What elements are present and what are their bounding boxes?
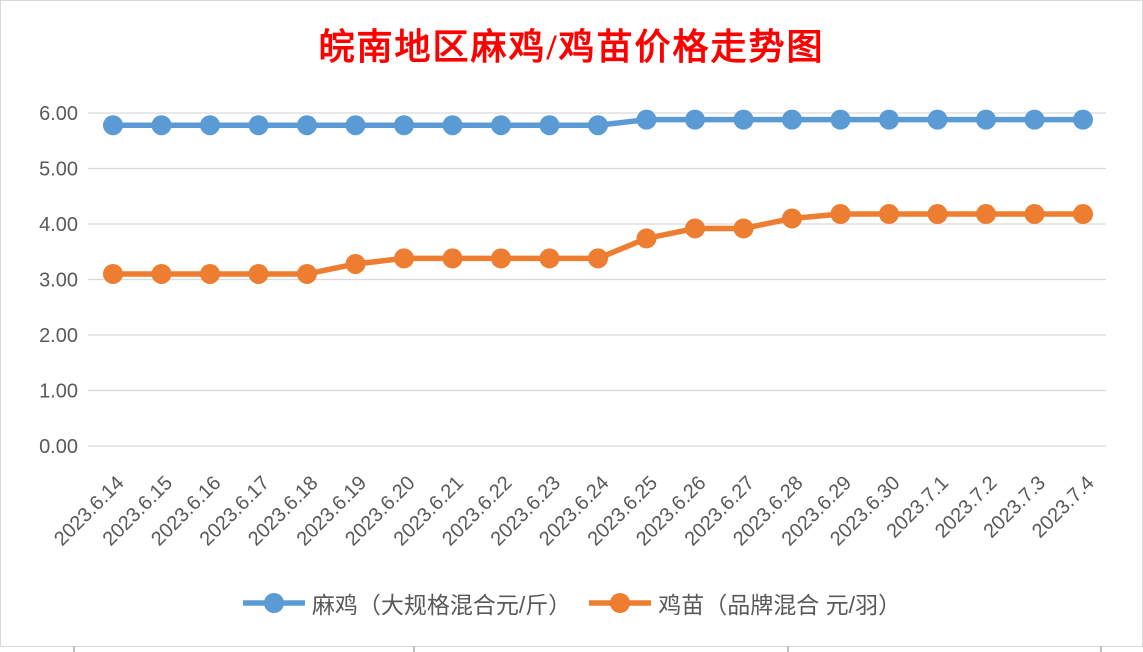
- data-point: [976, 109, 996, 130]
- data-point: [830, 109, 851, 130]
- chart-area[interactable]: 6.005.004.003.002.001.000.002023.6.14202…: [0, 0, 1143, 580]
- data-point: [345, 115, 366, 136]
- data-point: [879, 204, 899, 225]
- data-point: [782, 109, 802, 130]
- data-point: [1024, 204, 1045, 225]
- data-point: [733, 109, 754, 130]
- y-axis-tick-label: 6.00: [39, 103, 78, 125]
- data-point: [539, 248, 560, 269]
- data-point: [879, 109, 899, 130]
- y-axis-tick-label: 5.00: [39, 159, 78, 181]
- legend-label-jimiao: 鸡苗（品牌混合 元/羽）: [658, 592, 902, 618]
- data-point: [151, 263, 172, 284]
- legend-label-maji: 麻鸡（大规格混合元/斤）: [311, 592, 572, 618]
- data-point: [345, 253, 366, 274]
- data-point: [927, 109, 948, 130]
- data-point: [782, 208, 802, 229]
- data-point: [297, 263, 317, 284]
- legend-item-maji[interactable]: 麻鸡（大规格混合元/斤）: [242, 586, 571, 620]
- y-axis-tick-label: 4.00: [39, 214, 78, 236]
- data-point: [976, 204, 996, 225]
- data-point: [733, 218, 754, 239]
- data-point: [685, 218, 705, 239]
- worksheet-cell-border: [73, 646, 75, 652]
- y-axis-tick-label: 3.00: [39, 270, 78, 292]
- data-point: [491, 248, 511, 269]
- data-point: [248, 263, 269, 284]
- y-axis-tick-label: 0.00: [39, 436, 78, 458]
- data-point: [1073, 204, 1093, 225]
- worksheet-cell-border: [787, 646, 789, 652]
- y-axis-tick-label: 2.00: [39, 325, 78, 347]
- y-axis-tick-label: 1.00: [39, 381, 78, 403]
- legend-item-jimiao[interactable]: 鸡苗（品牌混合 元/羽）: [588, 586, 901, 620]
- data-point: [103, 115, 123, 136]
- data-point: [297, 115, 317, 136]
- data-point: [1073, 109, 1093, 130]
- data-point: [636, 109, 657, 130]
- data-point: [200, 115, 220, 136]
- data-point: [151, 115, 172, 136]
- data-point: [103, 263, 123, 284]
- data-point: [442, 248, 463, 269]
- chart-title: 皖南地区麻鸡/鸡苗价格走势图: [318, 27, 825, 67]
- worksheet-cell-border: [1100, 646, 1102, 652]
- data-point: [248, 115, 269, 136]
- data-point: [394, 248, 414, 269]
- data-point: [1024, 109, 1045, 130]
- data-point: [685, 109, 705, 130]
- data-point: [394, 115, 414, 136]
- data-point: [636, 228, 657, 249]
- data-point: [442, 115, 463, 136]
- data-point: [539, 115, 560, 136]
- legend-line-marker-icon: [589, 593, 652, 613]
- data-point: [588, 115, 608, 136]
- data-point: [927, 204, 948, 225]
- data-point: [588, 248, 608, 269]
- data-point: [830, 204, 851, 225]
- legend: 麻鸡（大规格混合元/斤） 鸡苗（品牌混合 元/羽）: [0, 586, 1143, 620]
- legend-line-marker-icon: [242, 593, 305, 613]
- data-point: [200, 263, 220, 284]
- worksheet-cell-border: [413, 646, 415, 652]
- data-point: [491, 115, 511, 136]
